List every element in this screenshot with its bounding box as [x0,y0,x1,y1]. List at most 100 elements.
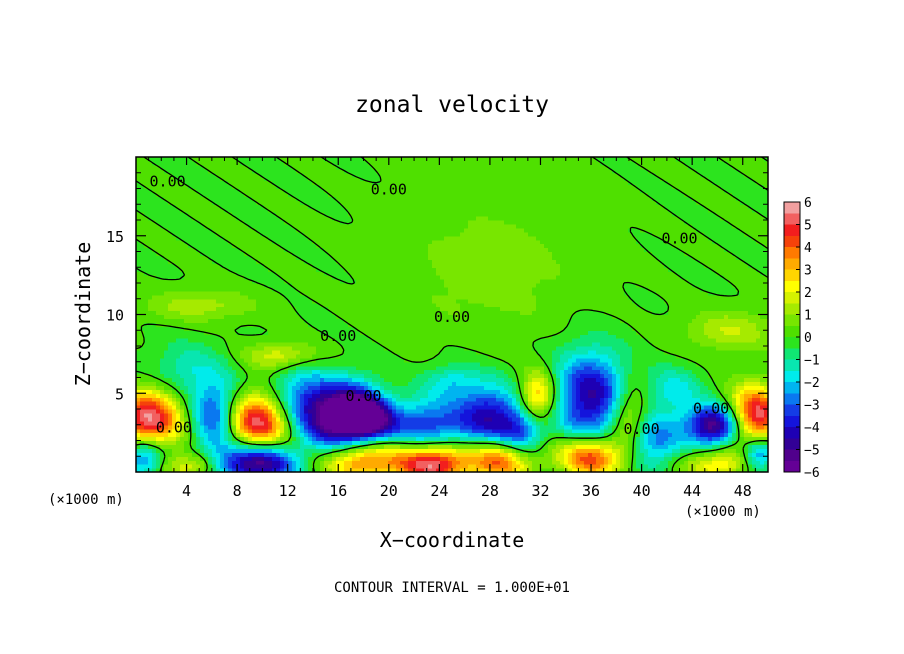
heatmap-cell [708,365,713,371]
heatmap-cell [160,440,165,446]
heatmap-cell [220,365,225,371]
heatmap-cell [480,420,485,426]
heatmap-cell [492,361,497,367]
heatmap-cell [600,357,605,363]
heatmap-cell [328,432,333,438]
heatmap-cell [232,416,237,422]
heatmap-cell [688,397,693,402]
heatmap-cell [560,377,565,383]
heatmap-cell [644,405,649,410]
heatmap-cell [200,369,205,375]
heatmap-cell [480,428,485,434]
heatmap-cell [324,365,329,371]
heatmap-cell [548,456,553,461]
heatmap-cell [232,405,237,410]
heatmap-cell [396,460,401,465]
heatmap-cell [404,428,409,434]
heatmap-cell [740,357,745,363]
heatmap-cell [284,460,289,465]
heatmap-cell [648,385,653,390]
heatmap-cell [504,436,509,442]
heatmap-cell [156,416,161,422]
heatmap-cell [340,420,345,426]
heatmap-cell [656,385,661,390]
heatmap-cell [408,460,413,465]
heatmap-cell [368,432,373,438]
heatmap-cell [712,361,717,367]
heatmap-cell [648,401,653,406]
heatmap-cell [348,353,353,359]
heatmap-cell [404,420,409,426]
heatmap-cell [752,349,757,355]
heatmap-cell [732,405,737,410]
heatmap-cell [448,401,453,406]
heatmap-cell [312,385,317,390]
heatmap-cell [328,420,333,426]
heatmap-cell [232,412,237,418]
heatmap-cell [360,357,365,363]
heatmap-cell [584,416,589,422]
heatmap-cell [384,456,389,461]
heatmap-cell [736,373,741,379]
heatmap-cell [640,440,645,446]
heatmap-cell [680,452,685,457]
heatmap-cell [348,432,353,438]
heatmap-cell [140,361,145,367]
heatmap-cell [392,369,397,375]
heatmap-cell [524,460,529,465]
heatmap-cell [384,353,389,359]
heatmap-cell [656,393,661,398]
heatmap-cell [616,452,621,457]
heatmap-cell [296,373,301,379]
heatmap-cell [268,397,273,402]
heatmap-cell [608,424,613,430]
heatmap-cell [760,420,765,426]
heatmap-cell [232,401,237,406]
heatmap-cell [300,452,305,457]
heatmap-cell [472,420,477,426]
heatmap-cell [484,428,489,434]
heatmap-cell [508,381,513,386]
heatmap-cell [540,460,545,465]
heatmap-cell [336,373,341,379]
heatmap-cell [224,452,229,457]
heatmap-cell [524,409,529,414]
heatmap-cell [364,385,369,390]
heatmap-cell [368,397,373,402]
heatmap-cell [552,369,557,375]
heatmap-cell [460,397,465,402]
heatmap-cell [712,416,717,422]
heatmap-cell [512,428,517,434]
heatmap-cell [532,353,537,359]
heatmap-cell [280,420,285,426]
heatmap-cell [600,420,605,426]
heatmap-cell [680,412,685,418]
heatmap-cell [604,468,609,473]
heatmap-cell [284,381,289,386]
heatmap-cell [284,448,289,453]
heatmap-cell [224,393,229,398]
heatmap-cell [672,436,677,442]
heatmap-cell [184,448,189,453]
heatmap-cell [544,353,549,359]
heatmap-cell [720,416,725,422]
heatmap-cell [468,464,473,469]
heatmap-cell [612,405,617,410]
heatmap-cell [260,397,265,402]
heatmap-cell [552,353,557,359]
heatmap-cell [648,389,653,394]
heatmap-cell [512,416,517,422]
heatmap-cell [628,456,633,461]
heatmap-cell [424,428,429,434]
heatmap-cell [612,389,617,394]
heatmap-cell [552,436,557,442]
heatmap-cell [264,432,269,438]
heatmap-cell [692,464,697,469]
heatmap-cell [144,468,149,473]
heatmap-cell [440,389,445,394]
heatmap-cell [172,412,177,418]
heatmap-cell [556,369,561,375]
heatmap-cell [384,409,389,414]
heatmap-cell [672,440,677,446]
heatmap-cell [148,361,153,367]
